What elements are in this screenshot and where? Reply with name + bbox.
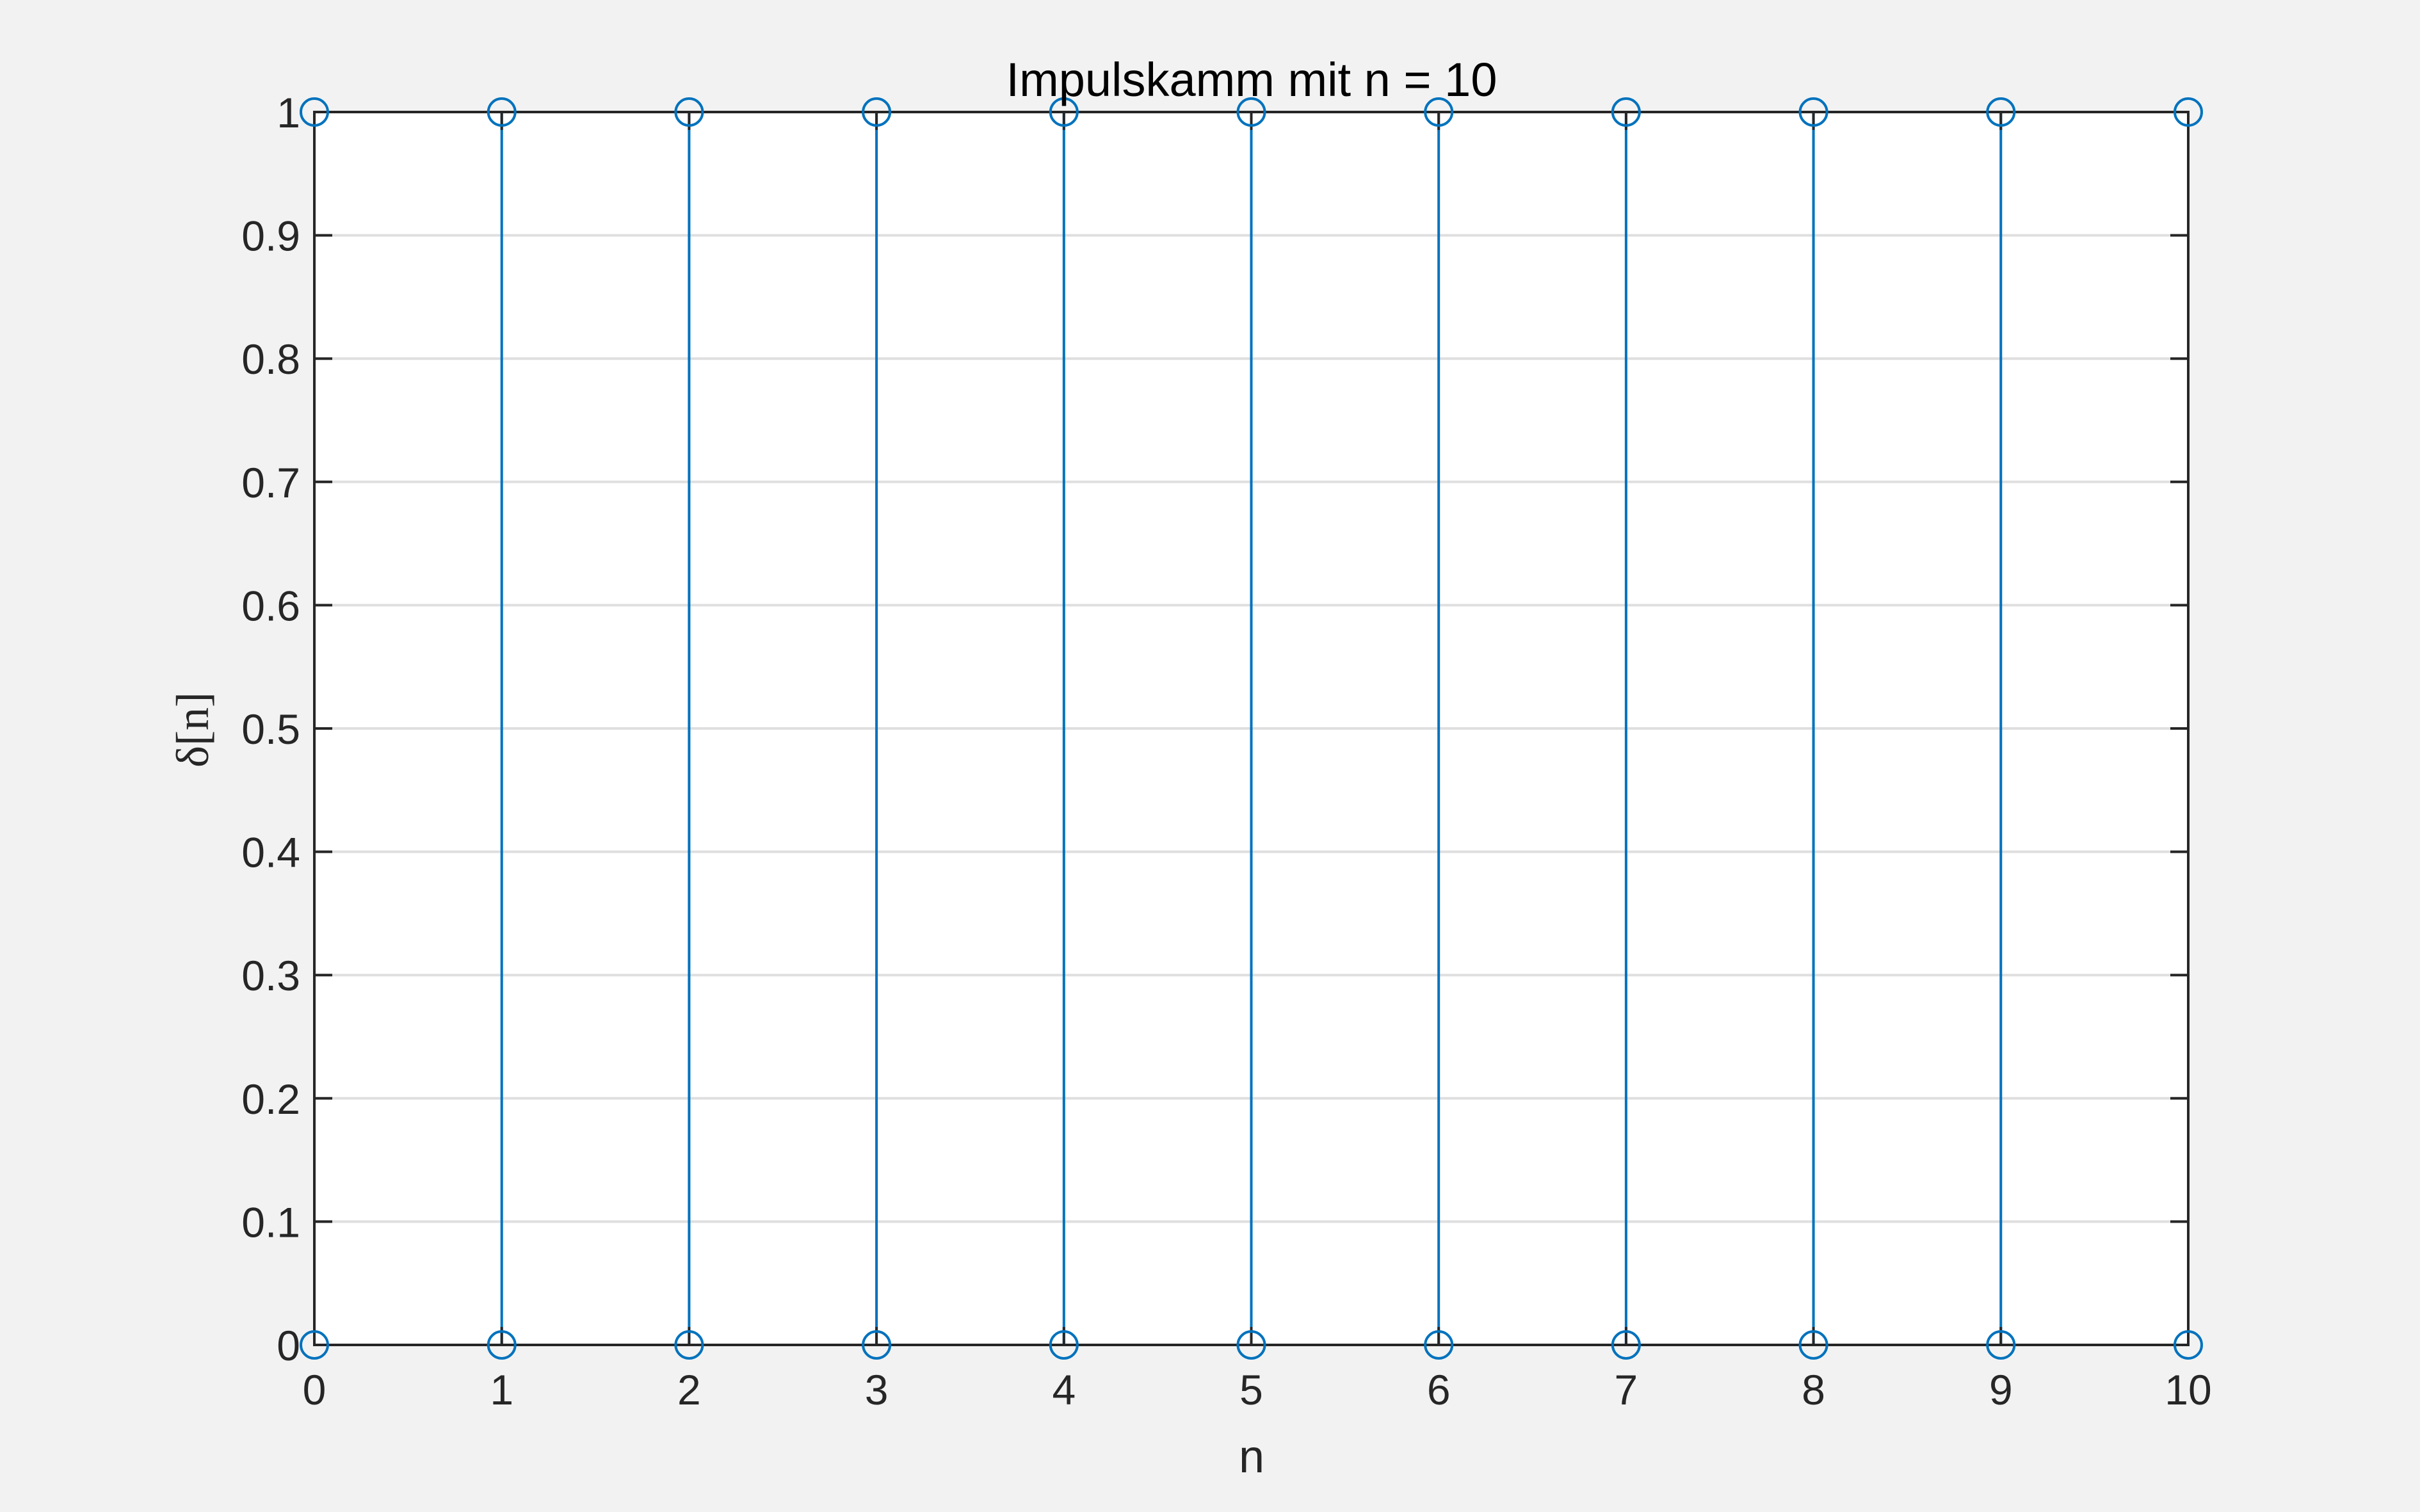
stem-markers [300,97,2203,1360]
stem-marker-s0-3 [862,97,892,127]
stem-marker-s1-7 [1611,1330,1641,1360]
stem-marker-s1-2 [674,1330,704,1360]
stem-marker-s1-3 [862,1330,892,1360]
stem-marker-s1-0 [300,1330,329,1360]
x-tick-label-6: 6 [1427,1366,1451,1413]
x-tick-label-2: 2 [677,1366,701,1413]
stem-marker-s0-7 [1611,97,1641,127]
y-tick-label-7: 0.7 [241,459,300,506]
x-tick-label-3: 3 [865,1366,889,1413]
stem-marker-s1-6 [1424,1330,1454,1360]
x-tick-label-9: 9 [1989,1366,2013,1413]
y-tick-label-6: 0.6 [241,582,300,629]
stem-marker-s1-4 [1049,1330,1079,1360]
stem-marker-s1-9 [1986,1330,2016,1360]
y-tick-label-10: 1 [277,89,300,136]
x-tick-label-5: 5 [1239,1366,1263,1413]
y-axis-ticks: 0 0.1 0.2 0.3 0.4 0.5 0.6 0.7 0.8 0.9 1 [241,89,2188,1369]
chart-title: Impulskamm mit n = 10 [1006,53,1497,106]
y-tick-label-9: 0.9 [241,213,300,260]
stem-marker-s0-2 [674,97,704,127]
stem-marker-s0-8 [1798,97,1828,127]
x-tick-label-7: 7 [1615,1366,1638,1413]
stem-marker-s0-9 [1986,97,2016,127]
x-tick-label-0: 0 [303,1366,327,1413]
x-tick-label-8: 8 [1802,1366,1825,1413]
y-tick-label-0: 0 [277,1322,300,1369]
x-axis-label: n [1239,1431,1264,1483]
stem-marker-s1-10 [2174,1330,2203,1360]
y-tick-label-8: 0.8 [241,335,300,383]
stem-marker-s1-1 [487,1330,517,1360]
x-tick-label-1: 1 [490,1366,513,1413]
x-tick-label-4: 4 [1052,1366,1076,1413]
y-tick-label-2: 0.2 [241,1075,300,1123]
stem-marker-s0-4 [1049,97,1079,127]
y-tick-label-5: 0.5 [241,705,300,753]
x-axis-ticks: 0 1 2 3 4 5 6 7 8 9 10 [303,112,2212,1413]
y-axis-label: δ[n] [167,692,218,768]
stem-marker-s1-5 [1236,1330,1266,1360]
stem-marker-s1-8 [1798,1330,1828,1360]
stem-marker-s0-10 [2174,97,2203,127]
y-tick-label-4: 0.4 [241,829,300,876]
stem-marker-s0-1 [487,97,517,127]
stem-marker-s0-6 [1424,97,1454,127]
stem-marker-s0-5 [1236,97,1266,127]
x-tick-label-10: 10 [2165,1366,2211,1413]
stem-marker-s0-0 [300,97,329,127]
y-tick-label-3: 0.3 [241,952,300,999]
y-tick-label-1: 0.1 [241,1198,300,1246]
